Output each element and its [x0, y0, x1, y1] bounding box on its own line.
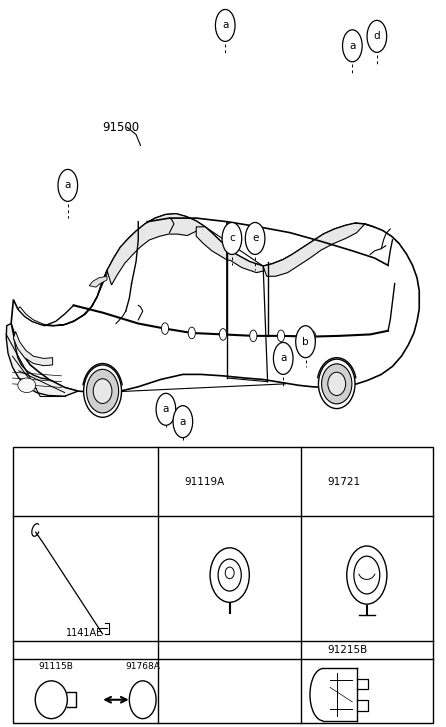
Circle shape	[305, 467, 322, 496]
Ellipse shape	[93, 379, 112, 403]
Text: a: a	[349, 41, 355, 51]
Text: a: a	[180, 417, 186, 427]
Circle shape	[162, 467, 180, 496]
Circle shape	[273, 342, 293, 374]
Circle shape	[21, 635, 39, 664]
Circle shape	[215, 9, 235, 41]
Circle shape	[58, 169, 78, 201]
Circle shape	[296, 326, 315, 358]
Ellipse shape	[328, 372, 346, 395]
Text: c: c	[229, 233, 235, 244]
Bar	[13, 447, 433, 723]
Text: 1141AE: 1141AE	[66, 627, 103, 638]
Polygon shape	[13, 332, 53, 366]
Text: 91215B: 91215B	[327, 645, 367, 655]
Circle shape	[156, 393, 176, 425]
Text: 91115B: 91115B	[38, 662, 73, 671]
Polygon shape	[107, 214, 205, 285]
Text: a: a	[65, 180, 71, 190]
Ellipse shape	[318, 359, 355, 409]
Text: e: e	[310, 645, 317, 655]
Text: b: b	[168, 477, 174, 486]
Text: a: a	[27, 477, 33, 486]
Circle shape	[245, 222, 265, 254]
Circle shape	[277, 330, 285, 342]
Ellipse shape	[322, 364, 352, 404]
Text: 91768A: 91768A	[125, 662, 160, 671]
Text: c: c	[311, 477, 316, 486]
Polygon shape	[6, 324, 78, 396]
Text: 91119A: 91119A	[184, 477, 224, 486]
Text: d: d	[27, 645, 33, 655]
Polygon shape	[89, 276, 107, 287]
Circle shape	[188, 327, 195, 339]
Circle shape	[219, 329, 227, 340]
Text: d: d	[374, 31, 380, 41]
Circle shape	[31, 525, 40, 539]
Circle shape	[21, 467, 39, 496]
Circle shape	[222, 222, 242, 254]
Text: a: a	[280, 353, 286, 364]
Circle shape	[173, 406, 193, 438]
Circle shape	[343, 30, 362, 62]
Polygon shape	[227, 247, 283, 273]
Ellipse shape	[129, 680, 156, 718]
Circle shape	[309, 331, 316, 342]
Text: a: a	[222, 20, 228, 31]
Circle shape	[367, 20, 387, 52]
Ellipse shape	[18, 378, 36, 393]
Polygon shape	[11, 214, 419, 393]
Polygon shape	[263, 223, 365, 276]
Text: 91721: 91721	[327, 477, 360, 486]
Text: a: a	[163, 404, 169, 414]
Circle shape	[161, 323, 169, 334]
Text: b: b	[302, 337, 309, 347]
Circle shape	[250, 330, 257, 342]
Ellipse shape	[84, 365, 121, 417]
Polygon shape	[196, 227, 227, 260]
Text: 91500: 91500	[103, 121, 140, 134]
Circle shape	[305, 635, 322, 664]
Ellipse shape	[87, 369, 119, 413]
Polygon shape	[18, 214, 166, 326]
Text: e: e	[252, 233, 258, 244]
Ellipse shape	[35, 680, 67, 718]
